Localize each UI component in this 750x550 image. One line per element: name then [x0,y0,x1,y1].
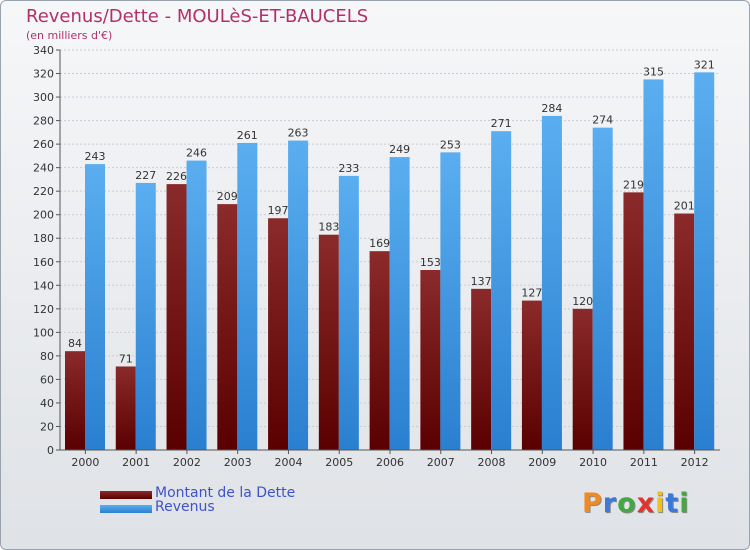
bar-debt-2004 [268,218,289,450]
x-tick-label-2002: 2002 [173,456,201,469]
legend-swatch-debt [100,491,152,499]
x-tick-label-2000: 2000 [71,456,99,469]
x-tick-label-2010: 2010 [579,456,607,469]
data-label-debt-2005: 183 [318,221,339,234]
data-label-rev-2002: 246 [186,147,207,160]
data-label-rev-2005: 233 [338,162,359,175]
legend-label-debt: Montant de la Dette [155,485,296,501]
bar-rev-2008 [491,131,512,451]
x-tick-label-2006: 2006 [376,456,404,469]
y-tick-label: 140 [33,279,54,292]
data-label-rev-2003: 261 [237,129,258,142]
bar-rev-2000 [85,164,105,450]
x-tick-label-2005: 2005 [325,456,353,469]
data-label-debt-2009: 127 [521,287,542,300]
x-tick-label-2009: 2009 [528,456,556,469]
bar-debt-2005 [318,234,339,450]
data-label-debt-2011: 219 [623,178,644,191]
bar-rev-2001 [135,182,156,451]
x-tick-label-2001: 2001 [122,456,150,469]
logo-letter: i [655,488,666,519]
bar-debt-2001 [115,366,136,450]
data-label-rev-2007: 253 [440,138,461,151]
x-tick-label-2011: 2011 [630,456,658,469]
data-label-rev-2006: 249 [389,143,410,156]
legend-swatch-revenus [100,505,152,513]
y-tick-label: 20 [40,420,54,433]
y-tick-label: 260 [33,138,54,151]
y-tick-label: 220 [33,185,54,198]
data-label-debt-2004: 197 [268,204,289,217]
data-label-rev-2000: 243 [85,150,106,163]
bar-debt-2012 [674,213,695,450]
y-tick-label: 160 [33,256,54,269]
bar-rev-2005 [338,175,359,450]
y-tick-label: 40 [40,397,54,410]
bar-rev-2007 [440,152,461,450]
data-label-debt-2002: 226 [166,170,187,183]
y-tick-label: 280 [33,115,54,128]
logo-letter: t [665,488,680,519]
bar-rev-2012 [694,72,715,451]
bar-debt-2006 [369,251,390,450]
data-label-debt-2007: 153 [420,256,441,269]
logo-letter: P [582,488,603,519]
logo-letter: r [602,488,618,519]
bar-rev-2004 [288,140,309,450]
y-tick-label: 180 [33,232,54,245]
data-label-rev-2011: 315 [643,65,664,78]
y-tick-label: 0 [47,444,54,457]
y-tick-label: 320 [33,68,54,81]
data-label-rev-2010: 274 [592,114,613,127]
bar-debt-2011 [623,192,644,450]
x-tick-label-2004: 2004 [274,456,302,469]
y-tick-label: 240 [33,162,54,175]
data-label-debt-2000: 84 [68,337,82,350]
data-label-rev-2004: 263 [288,127,309,140]
bar-debt-2009 [521,300,542,450]
data-label-debt-2012: 201 [674,200,695,213]
y-tick-label: 60 [40,373,54,386]
data-label-debt-2010: 120 [572,295,593,308]
bar-debt-2003 [217,204,238,450]
data-label-rev-2009: 284 [541,102,562,115]
data-label-debt-2008: 137 [471,275,492,288]
y-tick-label: 340 [33,44,54,57]
bar-rev-2010 [592,127,613,450]
y-tick-label: 80 [40,350,54,363]
bar-rev-2003 [237,142,258,451]
data-label-debt-2003: 209 [217,190,238,203]
bar-rev-2002 [186,160,207,450]
y-tick-label: 120 [33,303,54,316]
bar-debt-2008 [471,288,492,450]
data-label-debt-2006: 169 [369,237,390,250]
y-tick-label: 300 [33,91,54,104]
data-label-debt-2001: 71 [119,352,133,365]
x-tick-label-2012: 2012 [681,456,709,469]
bar-debt-2002 [166,184,187,450]
y-tick-label: 100 [33,326,54,339]
logo-letter: o [617,488,637,519]
x-tick-label-2008: 2008 [478,456,506,469]
data-label-rev-2008: 271 [491,117,512,130]
bar-debt-2007 [420,270,441,450]
proxiti-logo: Proxiti [582,488,690,519]
x-tick-label-2007: 2007 [427,456,455,469]
bar-rev-2009 [541,115,562,450]
chart-title: Revenus/Dette - MOULèS-ET-BAUCELS [26,6,369,27]
bar-debt-2010 [572,308,593,450]
logo-letter: x [636,488,656,519]
bar-chart: 84 243 71 227 226 246 209 261 197 263 183 233 169 249… [33,44,720,469]
y-tick-label: 200 [33,209,54,222]
bar-rev-2006 [389,157,410,450]
legend-label-revenus: Revenus [155,499,215,515]
data-label-rev-2012: 321 [694,58,715,71]
bar-rev-2011 [643,79,664,450]
data-label-rev-2001: 227 [135,169,156,182]
chart-subtitle: (en milliers d'€) [26,29,113,42]
logo-letter: i [679,488,690,519]
bar-debt-2000 [65,351,85,450]
x-tick-label-2003: 2003 [224,456,252,469]
